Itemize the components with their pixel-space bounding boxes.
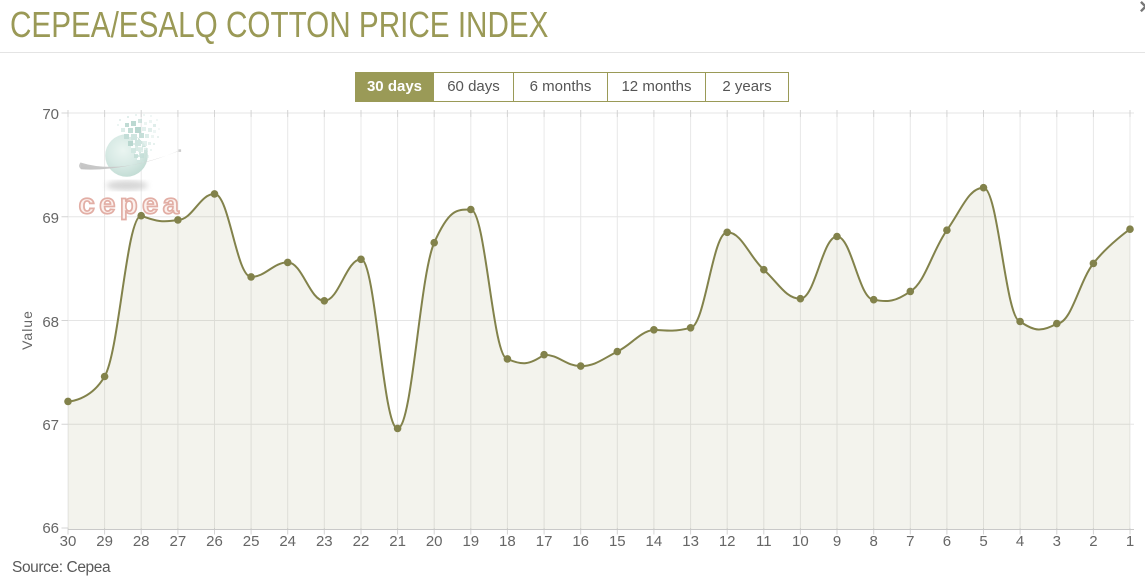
svg-text:10: 10 xyxy=(792,533,809,550)
svg-text:27: 27 xyxy=(170,533,187,550)
svg-text:23: 23 xyxy=(316,533,333,550)
svg-text:29: 29 xyxy=(96,533,113,550)
svg-text:16: 16 xyxy=(572,533,589,550)
svg-text:11: 11 xyxy=(756,533,772,550)
svg-text:15: 15 xyxy=(609,533,626,550)
svg-text:13: 13 xyxy=(682,533,699,550)
svg-text:cepea: cepea xyxy=(79,189,184,221)
svg-text:3: 3 xyxy=(1053,533,1061,550)
svg-text:21: 21 xyxy=(389,533,406,550)
svg-text:14: 14 xyxy=(646,533,663,550)
svg-text:26: 26 xyxy=(206,533,223,550)
svg-text:7: 7 xyxy=(906,533,914,550)
svg-text:12: 12 xyxy=(719,533,736,550)
svg-text:4: 4 xyxy=(1016,533,1024,550)
svg-text:69: 69 xyxy=(42,210,59,227)
svg-text:17: 17 xyxy=(536,533,553,550)
svg-text:20: 20 xyxy=(426,533,443,550)
svg-text:9: 9 xyxy=(833,533,841,550)
svg-text:5: 5 xyxy=(979,533,987,550)
svg-text:2: 2 xyxy=(1089,533,1097,550)
svg-text:Value: Value xyxy=(19,310,35,350)
svg-text:22: 22 xyxy=(353,533,370,550)
svg-text:67: 67 xyxy=(42,417,59,434)
svg-text:30: 30 xyxy=(60,533,77,550)
svg-text:68: 68 xyxy=(42,314,59,331)
svg-text:70: 70 xyxy=(42,106,59,123)
svg-text:1: 1 xyxy=(1126,533,1134,550)
svg-text:24: 24 xyxy=(279,533,296,550)
svg-text:18: 18 xyxy=(499,533,516,550)
svg-text:19: 19 xyxy=(462,533,479,550)
svg-text:28: 28 xyxy=(133,533,150,550)
svg-text:6: 6 xyxy=(943,533,951,550)
svg-text:25: 25 xyxy=(243,533,260,550)
svg-text:8: 8 xyxy=(870,533,878,550)
svg-text:66: 66 xyxy=(42,520,59,537)
